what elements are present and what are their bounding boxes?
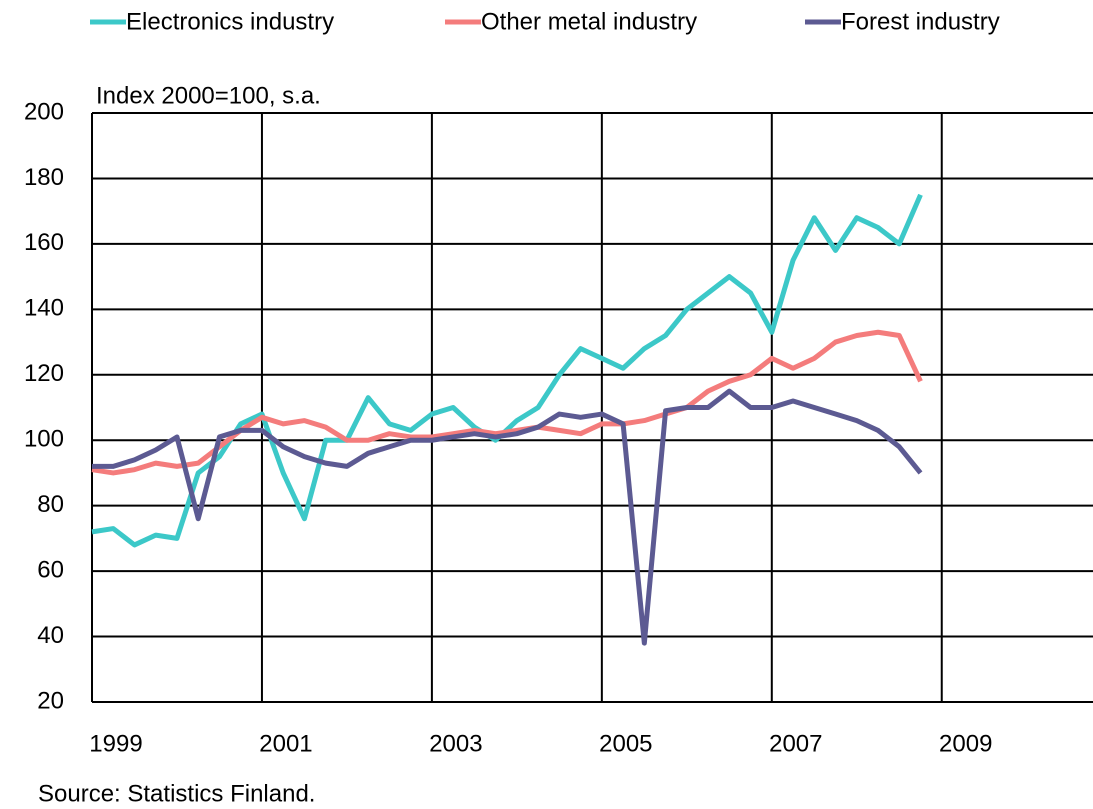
- y-tick-label: 120: [24, 360, 64, 387]
- series-line: [92, 388, 923, 646]
- y-axis-label: Index 2000=100, s.a.: [96, 82, 321, 109]
- x-tick-label: 2001: [259, 730, 312, 757]
- legend-label: Other metal industry: [481, 8, 697, 35]
- y-tick-label: 140: [24, 295, 64, 322]
- y-tick-label: 40: [37, 622, 64, 649]
- x-tick-label: 1999: [89, 730, 142, 757]
- source-note: Source: Statistics Finland.: [38, 780, 315, 807]
- legend-label: Electronics industry: [126, 8, 334, 35]
- x-tick-label: 2005: [599, 730, 652, 757]
- x-tick-label: 2007: [769, 730, 822, 757]
- y-tick-label: 100: [24, 426, 64, 453]
- y-tick-label: 200: [24, 98, 64, 125]
- x-tick-label: 2009: [939, 730, 992, 757]
- y-tick-label: 160: [24, 229, 64, 256]
- legend-label: Forest industry: [841, 8, 1000, 35]
- y-tick-label: 20: [37, 687, 64, 714]
- series-line: [91, 329, 923, 476]
- y-tick-label: 60: [37, 556, 64, 583]
- series-line: [91, 193, 923, 548]
- x-tick-label: 2003: [429, 730, 482, 757]
- y-tick-label: 80: [37, 491, 64, 518]
- y-tick-label: 180: [24, 164, 64, 191]
